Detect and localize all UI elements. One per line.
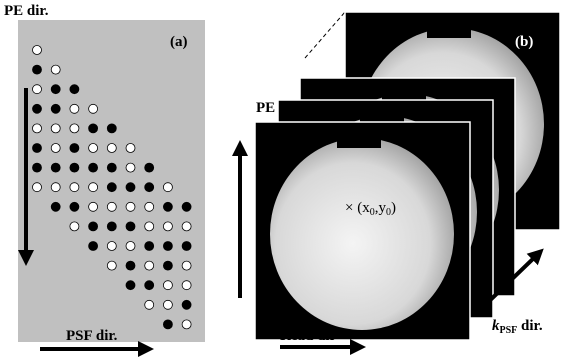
sample-dot — [182, 281, 191, 290]
sample-dot — [126, 261, 135, 270]
sample-dot — [107, 261, 116, 270]
sample-dot — [89, 144, 98, 153]
sample-dot — [51, 183, 60, 192]
sample-dot — [182, 261, 191, 270]
sample-dot — [182, 242, 191, 251]
sample-dot — [163, 261, 172, 270]
sample-dot — [51, 163, 60, 172]
kpsf-label: kPSF dir. — [492, 318, 543, 336]
sample-dot — [126, 281, 135, 290]
sample-dot — [89, 202, 98, 211]
sample-dot — [145, 300, 154, 309]
psf-label: PSF dir. — [66, 328, 118, 344]
read-label: Read dir — [280, 328, 337, 344]
sample-dot — [126, 222, 135, 231]
figure: PE dir. (a) PSF dir. (b) PE dir. × (x0,y… — [0, 0, 576, 358]
sample-dot — [182, 320, 191, 329]
sample-dot — [145, 261, 154, 270]
image-frame — [255, 122, 470, 340]
sample-dot — [33, 163, 42, 172]
sample-dot — [126, 183, 135, 192]
sample-dot — [107, 183, 116, 192]
panel-a-background — [18, 20, 205, 342]
sample-dot — [89, 163, 98, 172]
sample-dot — [163, 320, 172, 329]
sample-dot — [163, 242, 172, 251]
sample-dot — [70, 124, 79, 133]
sample-dot — [33, 46, 42, 55]
sample-dot — [126, 242, 135, 251]
sample-dot — [70, 85, 79, 94]
pe-label: PE dir. — [4, 3, 49, 19]
sample-dot — [126, 163, 135, 172]
sample-dot — [33, 124, 42, 133]
sample-dot — [182, 222, 191, 231]
sample-dot — [89, 222, 98, 231]
sample-dot — [70, 202, 79, 211]
sample-dot — [51, 65, 60, 74]
sample-dot — [89, 124, 98, 133]
sample-dot — [51, 85, 60, 94]
sample-dot — [145, 163, 154, 172]
sample-dot — [107, 242, 116, 251]
sample-dot — [33, 85, 42, 94]
sample-dot — [107, 163, 116, 172]
sample-dot — [163, 300, 172, 309]
sample-dot — [70, 163, 79, 172]
sample-dot — [145, 242, 154, 251]
sample-dot — [107, 202, 116, 211]
sample-dot — [51, 124, 60, 133]
sample-dot — [33, 65, 42, 74]
sample-dot — [33, 183, 42, 192]
sample-dot — [70, 104, 79, 113]
sample-dot — [107, 222, 116, 231]
sample-dot — [126, 202, 135, 211]
sample-dot — [33, 104, 42, 113]
panel-label: (a) — [170, 34, 188, 50]
sample-dot — [33, 144, 42, 153]
sample-dot — [145, 222, 154, 231]
sample-dot — [89, 242, 98, 251]
sample-dot — [145, 202, 154, 211]
sample-dot — [70, 144, 79, 153]
dash-line — [305, 12, 345, 58]
sample-dot — [89, 104, 98, 113]
sample-dot — [51, 144, 60, 153]
sample-dot — [70, 183, 79, 192]
sample-dot — [163, 222, 172, 231]
sample-dot — [182, 202, 191, 211]
sample-dot — [145, 281, 154, 290]
sample-dot — [107, 144, 116, 153]
sample-dot — [51, 104, 60, 113]
sample-dot — [70, 222, 79, 231]
sample-dot — [163, 202, 172, 211]
pe-label: PE dir. — [256, 100, 301, 116]
sample-dot — [89, 183, 98, 192]
sample-dot — [107, 124, 116, 133]
sample-dot — [163, 183, 172, 192]
sample-dot — [182, 300, 191, 309]
sample-dot — [126, 144, 135, 153]
sample-dot — [51, 202, 60, 211]
sample-dot — [145, 183, 154, 192]
panel-label: (b) — [515, 34, 533, 50]
sample-dot — [163, 281, 172, 290]
